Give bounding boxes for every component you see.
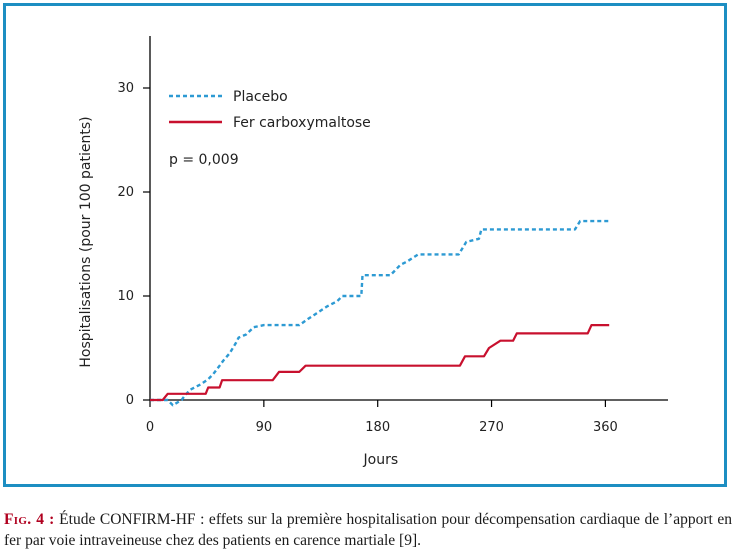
line-chart: 0 10 20 30 0 90 180 270 360 Placebo Fer carboxyma… [78, 36, 668, 468]
series-line-fer-carboxymaltose [150, 324, 610, 402]
p-value-annotation: p = 0,009 [169, 152, 239, 168]
y-tick-label: 30 [117, 81, 134, 96]
x-tick-label: 0 [146, 420, 154, 435]
figure-caption: Fig. 4 : Étude CONFIRM-HF : effets sur l… [4, 509, 732, 551]
x-axis-title: Jours [363, 452, 399, 468]
y-tick-label: 0 [126, 393, 134, 408]
x-tick-label: 360 [593, 420, 618, 435]
caption-text: Étude CONFIRM-HF : effets sur la premièr… [4, 511, 733, 549]
y-tick-label: 20 [117, 185, 134, 200]
y-tick-label: 10 [117, 289, 134, 304]
legend-label: Placebo [233, 89, 288, 105]
legend-label: Fer carboxymaltose [233, 115, 371, 131]
figure-label: Fig. 4 : [4, 511, 55, 528]
legend: Placebo Fer carboxymaltose [169, 89, 371, 131]
y-axis-title: Hospitalisations (pour 100 patients) [78, 116, 94, 367]
series-line-placebo [150, 219, 610, 407]
x-tick-label: 90 [256, 420, 273, 435]
x-tick-label: 180 [365, 420, 390, 435]
x-tick-label: 270 [479, 420, 504, 435]
axes: 0 10 20 30 0 90 180 270 360 [117, 36, 668, 435]
figure-frame: 0 10 20 30 0 90 180 270 360 Placebo Fer carboxyma… [3, 3, 727, 487]
series-lines [150, 219, 610, 407]
